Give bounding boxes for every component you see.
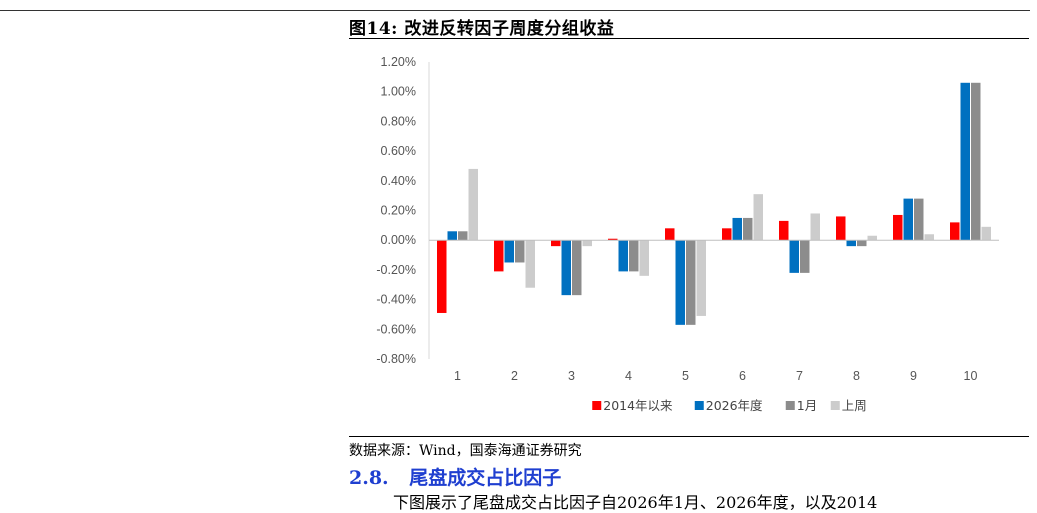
bar-series-3-cat-2 bbox=[515, 240, 525, 263]
x-tick-label: 6 bbox=[739, 369, 746, 383]
bar-series-2-cat-6 bbox=[732, 217, 742, 241]
x-tick-label: 5 bbox=[682, 369, 689, 383]
y-tick-label: -0.20% bbox=[376, 263, 416, 277]
bar-series-3-cat-4 bbox=[629, 240, 639, 272]
bar-series-1-cat-10 bbox=[950, 222, 960, 241]
legend-label: 1月 bbox=[797, 398, 817, 413]
bar-series-4-cat-3 bbox=[582, 240, 592, 247]
bar-series-4-cat-9 bbox=[924, 234, 934, 241]
y-tick-label: 0.40% bbox=[381, 174, 416, 188]
bar-series-4-cat-5 bbox=[696, 240, 706, 316]
legend-label: 2014年以来 bbox=[603, 398, 673, 413]
y-tick-label: 0.80% bbox=[381, 114, 416, 128]
figure-title: 图14: 改进反转因子周度分组收益 bbox=[349, 19, 615, 39]
x-tick-label: 7 bbox=[796, 369, 803, 383]
y-tick-label: -0.60% bbox=[376, 322, 416, 336]
bar-series-1-cat-4 bbox=[608, 238, 618, 241]
bar-series-2-cat-10 bbox=[960, 82, 970, 241]
legend-swatch bbox=[694, 401, 704, 410]
bar-series-4-cat-2 bbox=[525, 240, 535, 288]
x-tick-label: 8 bbox=[853, 369, 860, 383]
bar-series-1-cat-8 bbox=[836, 216, 846, 241]
x-tick-label: 4 bbox=[625, 369, 632, 383]
section-heading[interactable]: 2.8. 尾盘成交占比因子 bbox=[349, 463, 561, 490]
bar-series-1-cat-5 bbox=[665, 228, 675, 241]
x-tick-label: 3 bbox=[568, 369, 575, 383]
bar-series-2-cat-4 bbox=[618, 240, 628, 272]
section-title: 尾盘成交占比因子 bbox=[409, 467, 562, 489]
legend-label: 2026年度 bbox=[706, 398, 763, 413]
bar-series-4-cat-1 bbox=[468, 168, 478, 241]
bar-series-3-cat-7 bbox=[800, 240, 810, 273]
y-tick-label: -0.40% bbox=[376, 293, 416, 307]
bar-series-2-cat-3 bbox=[561, 240, 571, 296]
bar-series-1-cat-6 bbox=[722, 228, 732, 241]
legend: 2014年以来 2026年度 1月 上周 bbox=[592, 398, 867, 413]
bar-series-3-cat-5 bbox=[686, 240, 696, 325]
body-paragraph: 下图展示了尾盘成交占比因子自2026年1月、2026年度，以及2014 bbox=[393, 493, 878, 512]
bar-series-4-cat-8 bbox=[867, 235, 877, 241]
legend-label: 上周 bbox=[842, 398, 867, 413]
y-tick-label: 0.20% bbox=[381, 204, 416, 218]
bar-series-1-cat-7 bbox=[779, 220, 789, 241]
y-tick-label: 0.60% bbox=[381, 144, 416, 158]
x-tick-label: 10 bbox=[964, 369, 978, 383]
bar-series-3-cat-6 bbox=[743, 217, 753, 241]
legend-swatch bbox=[785, 401, 795, 410]
y-tick-label: -0.80% bbox=[376, 352, 416, 366]
bar-series-4-cat-10 bbox=[981, 226, 991, 241]
bar-series-3-cat-3 bbox=[572, 240, 582, 296]
bar-chart: 1.20% 1.00% 0.80% 0.60% 0.40% 0.20% 0.00% -0.20… bbox=[376, 55, 999, 413]
x-tick-label: 9 bbox=[910, 369, 917, 383]
bar-series-1-cat-9 bbox=[893, 214, 903, 241]
bars bbox=[437, 82, 991, 325]
bar-series-3-cat-1 bbox=[458, 231, 468, 241]
bar-series-2-cat-2 bbox=[504, 240, 514, 263]
source-rule bbox=[349, 436, 1029, 437]
x-tick-label: 2 bbox=[511, 369, 518, 383]
y-tick-label: 1.20% bbox=[381, 55, 416, 69]
y-tick-label: 0.00% bbox=[381, 233, 416, 247]
figure-source: 数据来源：Wind，国泰海通证券研究 bbox=[349, 443, 582, 459]
bar-series-4-cat-6 bbox=[753, 194, 763, 241]
bar-series-3-cat-8 bbox=[857, 240, 867, 247]
bar-series-2-cat-9 bbox=[903, 198, 913, 241]
bar-series-1-cat-2 bbox=[494, 240, 504, 272]
bar-series-4-cat-7 bbox=[810, 213, 820, 241]
legend-swatch bbox=[592, 401, 602, 410]
section-number: 2.8. bbox=[349, 467, 389, 489]
bar-series-2-cat-1 bbox=[447, 231, 457, 241]
x-axis-ticks: 1 2 3 4 5 6 7 8 9 10 bbox=[454, 369, 977, 383]
bar-series-2-cat-8 bbox=[846, 240, 856, 247]
bar-series-1-cat-3 bbox=[551, 240, 561, 247]
y-axis: 1.20% 1.00% 0.80% 0.60% 0.40% 0.20% 0.00% -0.20… bbox=[376, 55, 430, 366]
figure-title-rule bbox=[349, 38, 1029, 39]
x-tick-label: 1 bbox=[454, 369, 461, 383]
bar-series-3-cat-9 bbox=[914, 198, 924, 241]
bar-series-4-cat-4 bbox=[639, 240, 649, 276]
page-top-rule bbox=[0, 10, 1030, 11]
bar-series-3-cat-10 bbox=[971, 82, 981, 241]
bar-series-2-cat-5 bbox=[675, 240, 685, 325]
bar-series-2-cat-7 bbox=[789, 240, 799, 273]
legend-swatch bbox=[830, 401, 840, 410]
y-tick-label: 1.00% bbox=[381, 85, 416, 99]
bar-series-1-cat-1 bbox=[437, 240, 447, 313]
